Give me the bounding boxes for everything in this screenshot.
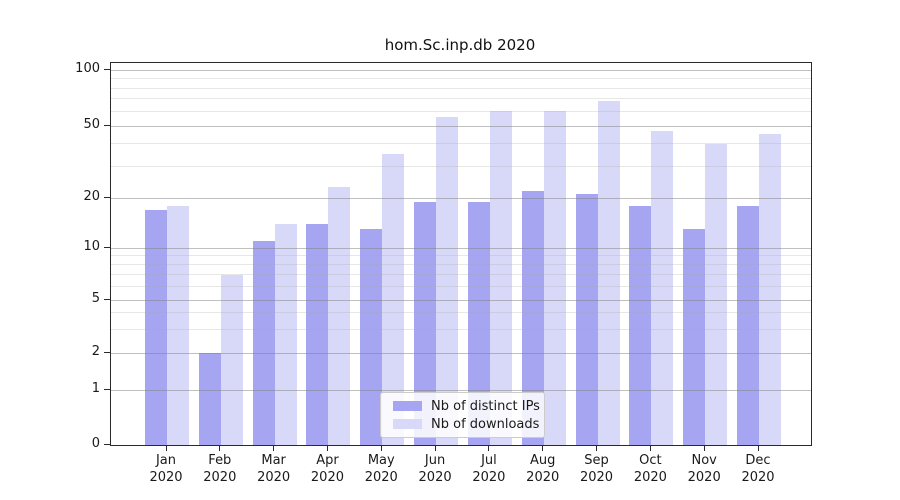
- bar-distinct-ips-oct-2020: [629, 205, 652, 445]
- x-tick-label-apr-2020: Apr 2020: [310, 453, 344, 485]
- legend-item-downloads: Nb of downloads: [381, 417, 544, 432]
- x-tick-label-dec-2020: Dec 2020: [741, 453, 775, 485]
- gridline-minor-6: [111, 285, 811, 287]
- x-tick-label-oct-2020: Oct 2020: [633, 453, 667, 485]
- legend-label-downloads: Nb of downloads: [431, 416, 540, 432]
- y-tick-mark-10: [104, 246, 110, 248]
- y-tick-label-5: 5: [91, 291, 100, 306]
- bar-downloads-sep-2020: [597, 101, 620, 445]
- x-tick-label-jan-2020: Jan 2020: [149, 453, 183, 485]
- x-tick-label-feb-2020: Feb 2020: [203, 453, 237, 485]
- x-tick-mark-jan-2020: [165, 445, 167, 451]
- gridline-20: [111, 197, 811, 199]
- bar-distinct-ips-jul-2020: [467, 201, 490, 445]
- bar-distinct-ips-jun-2020: [414, 201, 437, 445]
- x-tick-label-may-2020: May 2020: [364, 453, 398, 485]
- gridline-minor-7: [111, 274, 811, 276]
- gridline-minor-70: [111, 98, 811, 100]
- grid-layer: [111, 63, 811, 445]
- x-tick-mark-jun-2020: [434, 445, 436, 451]
- gridline-minor-80: [111, 87, 811, 89]
- x-tick-mark-feb-2020: [219, 445, 221, 451]
- x-tick-label-nov-2020: Nov 2020: [687, 453, 721, 485]
- bar-downloads-feb-2020: [220, 274, 243, 445]
- gridline-50: [111, 125, 811, 127]
- x-tick-label-jul-2020: Jul 2020: [472, 453, 506, 485]
- bar-distinct-ips-may-2020: [360, 229, 383, 445]
- x-tick-label-sep-2020: Sep 2020: [579, 453, 614, 485]
- bar-downloads-apr-2020: [328, 187, 351, 445]
- gridline-minor-40: [111, 143, 811, 145]
- gridline-minor-90: [111, 78, 811, 79]
- y-tick-mark-1: [104, 388, 110, 390]
- gridline-minor-30: [111, 165, 811, 167]
- bar-downloads-dec-2020: [759, 134, 781, 445]
- legend-label-distinct-ips: Nb of distinct IPs: [431, 398, 540, 414]
- y-tick-label-1: 1: [91, 381, 100, 396]
- legend-swatch-downloads: [393, 419, 422, 429]
- x-tick-label-jun-2020: Jun 2020: [418, 453, 452, 485]
- plot-area: [110, 62, 812, 446]
- y-tick-mark-20: [104, 196, 110, 198]
- y-tick-mark-5: [104, 298, 110, 300]
- bar-distinct-ips-mar-2020: [252, 241, 275, 445]
- bar-distinct-ips-aug-2020: [521, 190, 544, 445]
- y-tick-label-0: 0: [91, 436, 100, 451]
- legend-swatch-distinct-ips: [393, 401, 422, 411]
- x-tick-mark-oct-2020: [649, 445, 651, 451]
- x-tick-mark-mar-2020: [273, 445, 275, 451]
- x-tick-mark-nov-2020: [703, 445, 705, 451]
- bar-distinct-ips-feb-2020: [198, 353, 221, 445]
- legend-item-distinct-ips: Nb of distinct IPs: [381, 399, 544, 414]
- bar-downloads-nov-2020: [705, 143, 728, 445]
- gridline-minor-9: [111, 255, 811, 257]
- bar-distinct-ips-nov-2020: [683, 229, 706, 445]
- y-tick-mark-0: [104, 443, 110, 445]
- bar-downloads-jun-2020: [436, 116, 459, 445]
- gridline-minor-3: [111, 329, 811, 331]
- bar-downloads-aug-2020: [543, 111, 566, 445]
- x-tick-mark-aug-2020: [542, 445, 544, 451]
- y-tick-mark-100: [104, 68, 110, 70]
- gridline-2: [111, 352, 811, 354]
- y-tick-label-10: 10: [83, 239, 100, 254]
- bar-downloads-oct-2020: [651, 130, 674, 445]
- bar-distinct-ips-sep-2020: [575, 194, 598, 445]
- gridline-100: [111, 69, 811, 71]
- y-tick-mark-2: [104, 351, 110, 353]
- gridline-minor-8: [111, 264, 811, 266]
- x-tick-mark-may-2020: [380, 445, 382, 451]
- gridline-5: [111, 299, 811, 301]
- gridline-minor-60: [111, 110, 811, 112]
- chart-title: hom.Sc.inp.db 2020: [384, 36, 536, 54]
- bar-downloads-jul-2020: [489, 111, 512, 445]
- y-tick-label-20: 20: [83, 189, 100, 204]
- gridline-10: [111, 247, 811, 249]
- y-tick-mark-50: [104, 124, 110, 126]
- y-tick-label-2: 2: [91, 344, 100, 359]
- legend: Nb of distinct IPs Nb of downloads: [380, 392, 545, 438]
- y-tick-label-100: 100: [75, 61, 100, 76]
- x-tick-mark-sep-2020: [596, 445, 598, 451]
- bar-downloads-jan-2020: [167, 205, 189, 445]
- x-tick-label-aug-2020: Aug 2020: [526, 453, 560, 485]
- x-tick-mark-dec-2020: [757, 445, 759, 451]
- x-tick-mark-jul-2020: [488, 445, 490, 451]
- x-tick-mark-apr-2020: [326, 445, 328, 451]
- x-tick-label-mar-2020: Mar 2020: [257, 453, 291, 485]
- gridline-1: [111, 389, 811, 391]
- bar-distinct-ips-jan-2020: [145, 209, 167, 445]
- y-tick-label-50: 50: [83, 117, 100, 132]
- bar-distinct-ips-dec-2020: [737, 205, 759, 445]
- gridline-minor-4: [111, 312, 811, 314]
